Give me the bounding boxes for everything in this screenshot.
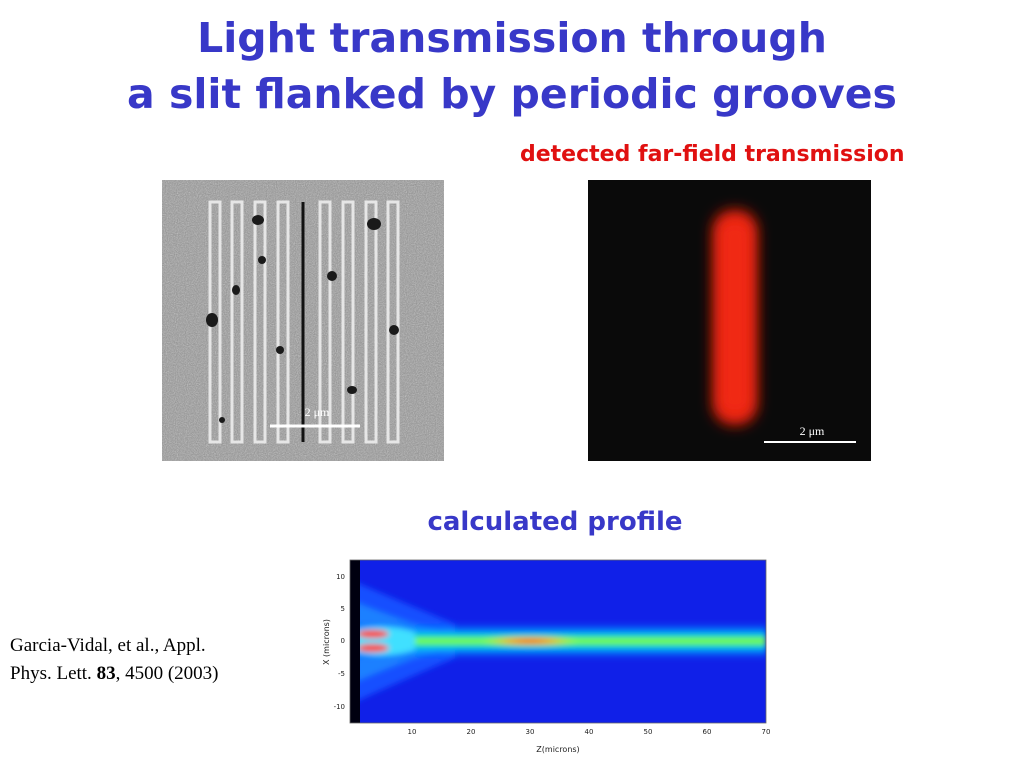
xtick-label: 20 (467, 728, 476, 736)
citation-volume: 83 (96, 663, 116, 684)
ytick-label: 5 (341, 605, 345, 613)
ytick-label: 10 (336, 573, 345, 581)
sem-micrograph: 2 μm (162, 180, 444, 461)
citation-journal: Phys. Lett. (10, 663, 97, 684)
groove-2 (230, 200, 244, 444)
citation-pages: , 4500 (2003) (115, 663, 219, 684)
calculated-profile-caption: calculated profile (427, 507, 683, 537)
groove-4 (276, 200, 290, 444)
title-line-1: Light transmission through (197, 14, 827, 62)
groove-5 (318, 200, 332, 444)
farfield-image: 2 μm (588, 180, 871, 461)
xtick-label: 10 (408, 728, 417, 736)
groove-8 (386, 200, 400, 444)
citation-authors: Garcia-Vidal, et al., Appl. (10, 635, 206, 656)
ytick-label: -5 (338, 670, 345, 678)
title-line-2: a slit flanked by periodic grooves (127, 70, 897, 118)
groove-7 (364, 200, 378, 444)
ytick-label: -10 (334, 703, 345, 711)
y-axis: 10 5 0 -5 -10 (334, 573, 345, 711)
calculated-profile-plot: 10 5 0 -5 -10 X (microns) 10 20 30 40 50… (322, 559, 771, 754)
y-axis-label: X (microns) (322, 619, 331, 665)
xtick-label: 50 (644, 728, 653, 736)
xtick-label: 70 (762, 728, 771, 736)
xtick-label: 60 (703, 728, 712, 736)
groove-3 (253, 200, 267, 444)
groove-6 (341, 200, 355, 444)
sem-scale-label: 2 μm (305, 405, 330, 419)
farfield-scale-label: 2 μm (800, 424, 825, 438)
citation: Garcia-Vidal, et al., Appl. Phys. Lett. … (10, 632, 310, 688)
farfield-caption: detected far-field transmission (520, 142, 905, 167)
metal-film-edge (350, 560, 360, 723)
x-axis-label: Z(microns) (536, 745, 579, 754)
plot-frame (349, 559, 767, 724)
x-axis: 10 20 30 40 50 60 70 (408, 728, 771, 736)
xtick-label: 40 (585, 728, 594, 736)
xtick-label: 30 (526, 728, 535, 736)
field-intensity-map (350, 560, 766, 723)
sem-grooves (208, 200, 400, 444)
ytick-label: 0 (341, 637, 345, 645)
slide-title: Light transmission through a slit flanke… (0, 10, 1024, 122)
sem-particles (206, 215, 399, 423)
